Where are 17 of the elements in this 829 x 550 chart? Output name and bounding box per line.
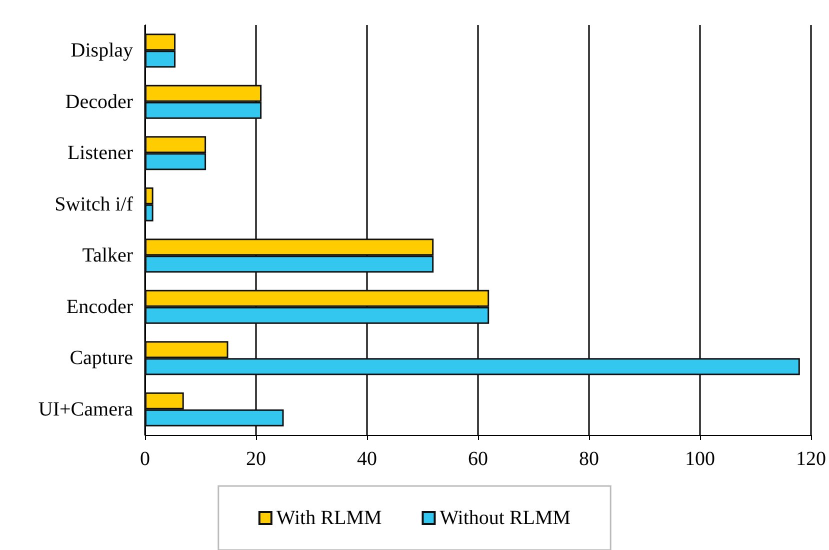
x-tick-label: 0 xyxy=(140,448,150,470)
y-tick-label: Decoder xyxy=(65,90,134,113)
x-tick-label: 80 xyxy=(579,448,599,470)
y-tick-label: Switch i/f xyxy=(54,193,134,216)
x-tick-label: 60 xyxy=(468,448,488,470)
legend-label: With RLMM xyxy=(276,507,382,529)
x-tick-label: 120 xyxy=(796,448,826,470)
x-tick-label: 20 xyxy=(246,448,266,470)
legend-label: Without RLMM xyxy=(440,507,571,529)
x-tick-label: 40 xyxy=(357,448,377,470)
y-tick-label: Talker xyxy=(82,244,134,267)
y-tick-label: Encoder xyxy=(66,296,134,318)
y-tick-label: Display xyxy=(70,40,133,62)
y-tick-label: Listener xyxy=(67,142,134,164)
y-tick-label: UI+Camera xyxy=(38,398,134,420)
y-tick-label: Capture xyxy=(70,347,134,370)
x-tick-label: 100 xyxy=(685,448,715,470)
